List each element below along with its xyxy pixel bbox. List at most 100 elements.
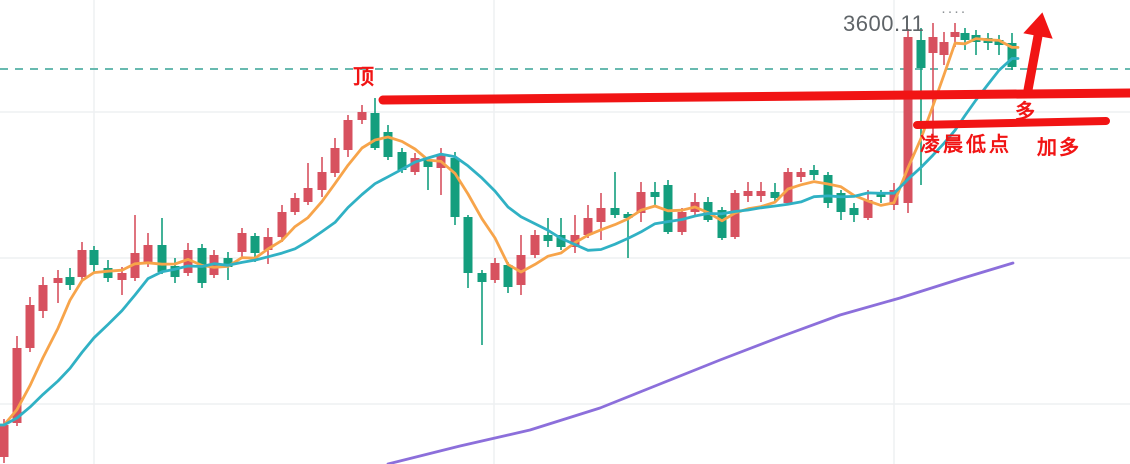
candle	[610, 172, 620, 218]
candle	[596, 193, 606, 240]
candle	[770, 183, 780, 203]
candle-body	[960, 33, 970, 40]
candle-body	[25, 305, 35, 348]
ma-long-line	[386, 261, 1015, 464]
candle-body	[0, 425, 9, 457]
candle-body	[77, 250, 87, 277]
candle	[490, 258, 500, 283]
candle-body	[277, 212, 287, 237]
candle-body	[65, 277, 75, 285]
candle-body	[730, 193, 740, 237]
candle-body	[876, 193, 886, 197]
candle-body	[1007, 43, 1017, 67]
candle-body	[223, 258, 233, 267]
candle-body	[530, 235, 540, 255]
candle	[863, 190, 873, 220]
candle	[809, 165, 819, 180]
candle-body	[836, 193, 846, 212]
candle	[1007, 33, 1017, 70]
candle-body	[636, 192, 646, 213]
candle	[65, 268, 75, 290]
candle	[410, 153, 420, 175]
candle-body	[928, 37, 938, 53]
candle-body	[450, 158, 460, 217]
candle	[530, 230, 540, 258]
candle	[836, 190, 846, 220]
candle-body	[490, 263, 500, 280]
candle-body	[53, 278, 63, 283]
candle-body	[849, 208, 859, 215]
candle-body	[117, 273, 127, 280]
candle-body	[317, 172, 327, 190]
candle	[117, 267, 127, 295]
candle-body	[623, 214, 633, 218]
candle-body	[583, 218, 593, 235]
resistance-drawn-line[interactable]	[378, 88, 1130, 105]
candle-body	[543, 235, 553, 241]
candle	[317, 157, 327, 197]
buy-arrow[interactable]	[1023, 12, 1053, 95]
candle	[743, 182, 753, 202]
candle-body	[783, 172, 793, 203]
candle-body	[103, 268, 113, 278]
candle-body	[503, 265, 513, 287]
buy-arrow-head-icon[interactable]	[1023, 12, 1053, 39]
candle-body	[610, 208, 620, 215]
candle-body	[303, 188, 313, 202]
candle	[450, 152, 460, 225]
candle	[503, 262, 513, 293]
candle-body	[994, 40, 1004, 45]
candle-body	[950, 32, 960, 37]
candle	[636, 182, 646, 222]
candle-body	[903, 37, 913, 203]
annotation-add-long-label[interactable]: 加多	[1037, 137, 1081, 159]
annotation-dawn-low-label[interactable]: 凌晨低点	[920, 134, 1012, 156]
candle	[796, 168, 806, 182]
candle	[939, 32, 949, 65]
candle	[383, 125, 393, 160]
candle	[543, 218, 553, 247]
candle-body	[809, 170, 819, 175]
candle-body	[263, 237, 273, 250]
candle	[25, 297, 35, 352]
buy-arrow-shaft[interactable]	[1023, 31, 1043, 95]
candle-body	[939, 42, 949, 55]
candle-body	[143, 245, 153, 262]
candle	[983, 33, 993, 50]
candle	[157, 218, 167, 274]
annotation-top-label[interactable]: 顶	[353, 66, 374, 89]
candle	[677, 208, 687, 235]
candle	[89, 246, 99, 272]
candle-body	[183, 250, 193, 273]
candle-body	[237, 233, 247, 252]
candle-body	[463, 217, 473, 273]
candle	[77, 242, 87, 280]
candle	[277, 205, 287, 242]
candle	[237, 228, 247, 258]
candle-body	[863, 200, 873, 218]
candle	[703, 197, 713, 222]
support-drawn-line[interactable]	[913, 117, 1110, 129]
candle-body	[889, 190, 899, 205]
candle	[53, 270, 63, 303]
candle	[357, 105, 367, 124]
candle-body	[12, 348, 22, 423]
candle	[556, 218, 566, 250]
candle	[583, 205, 593, 238]
candle-body	[596, 208, 606, 222]
candle	[290, 193, 300, 215]
candle-body	[38, 285, 48, 311]
candle	[916, 28, 926, 185]
price-label-dots-icon: ····	[941, 3, 967, 20]
candle	[756, 182, 766, 202]
candle-body	[370, 113, 380, 148]
candle-body	[717, 210, 727, 238]
candle-body	[130, 253, 140, 278]
annotation-go-long-label[interactable]: 多	[1015, 101, 1035, 123]
candle-body	[663, 185, 673, 232]
candle-body	[650, 192, 660, 197]
candle	[423, 157, 433, 190]
candle	[903, 29, 913, 213]
candle	[130, 215, 140, 281]
